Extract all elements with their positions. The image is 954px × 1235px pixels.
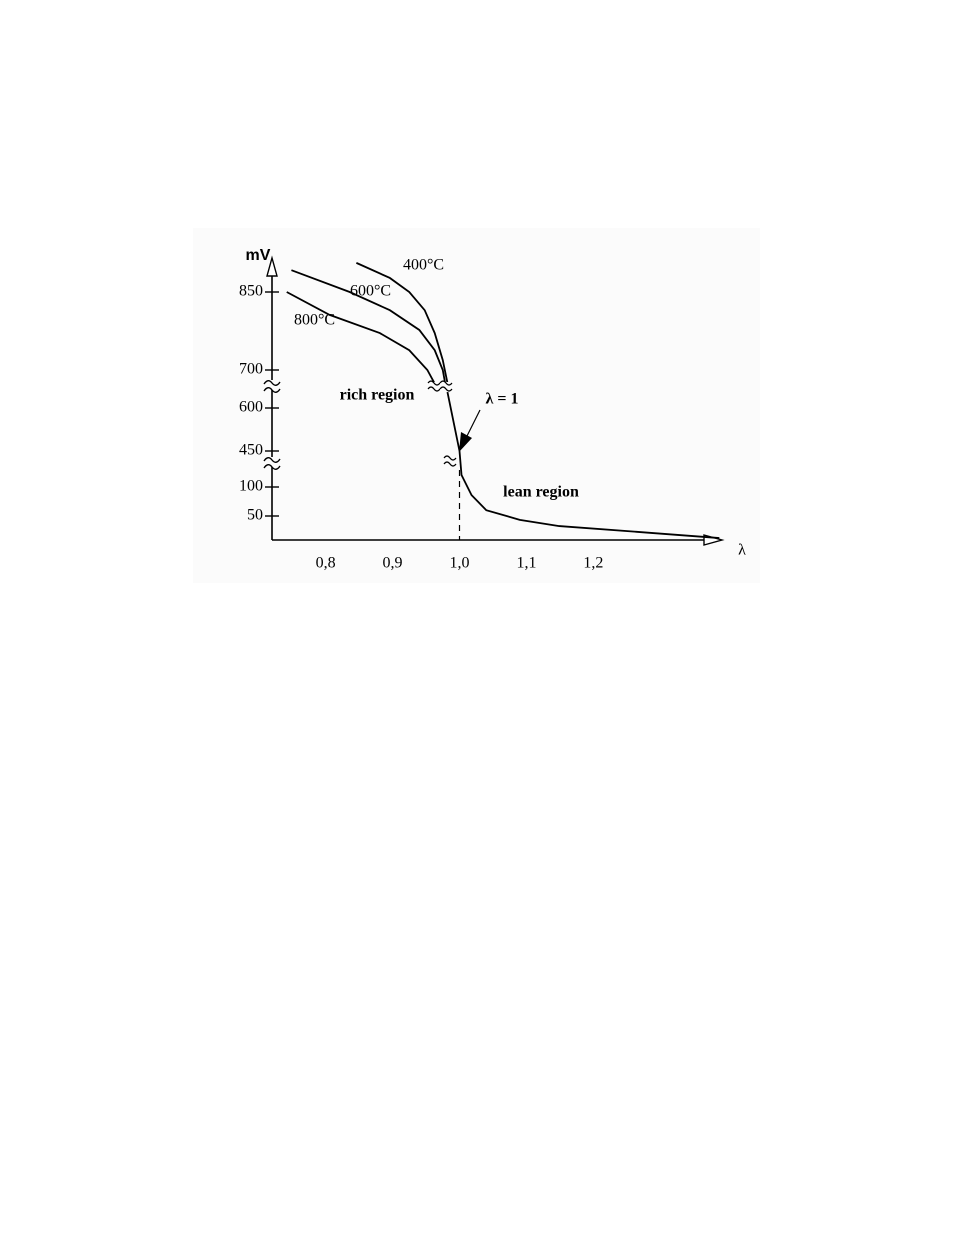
series-label: 800°C (294, 312, 335, 329)
y-tick-label: 100 (239, 478, 263, 495)
curve-break (439, 380, 453, 392)
y-axis-arrow (266, 255, 278, 277)
x-tick-label: 0,9 (383, 555, 403, 572)
chart-background (193, 228, 760, 583)
line (446, 391, 720, 539)
curve-break-gap (440, 382, 452, 390)
annotation: λ = 1 (486, 391, 519, 408)
curve-break-gap (444, 457, 456, 465)
y-tick-label: 600 (239, 399, 263, 416)
y-tick-label: 850 (239, 283, 263, 300)
line (291, 269, 447, 385)
axis-break (263, 380, 281, 470)
x-axis-label: λ (738, 542, 746, 559)
series-label: 600°C (350, 283, 391, 300)
curve-break-gap (428, 382, 440, 390)
y-axis-label: mV (246, 247, 271, 264)
annotation: lean region (503, 484, 579, 501)
x-tick-label: 1,2 (583, 555, 603, 572)
y-tick-label: 450 (239, 442, 263, 459)
annotation-arrow (465, 409, 481, 439)
line (356, 262, 449, 384)
annotation: rich region (340, 387, 415, 404)
series-label: 400°C (403, 257, 444, 274)
y-tick-label: 700 (239, 361, 263, 378)
y-tick-label: 50 (247, 507, 263, 524)
x-tick-label: 1,0 (450, 555, 470, 572)
x-tick-label: 0,8 (316, 555, 336, 572)
x-tick-label: 1,1 (516, 555, 536, 572)
curve-break (443, 455, 457, 467)
curve-break (427, 380, 441, 392)
line (286, 291, 437, 386)
annotation-arrowhead (459, 432, 472, 452)
